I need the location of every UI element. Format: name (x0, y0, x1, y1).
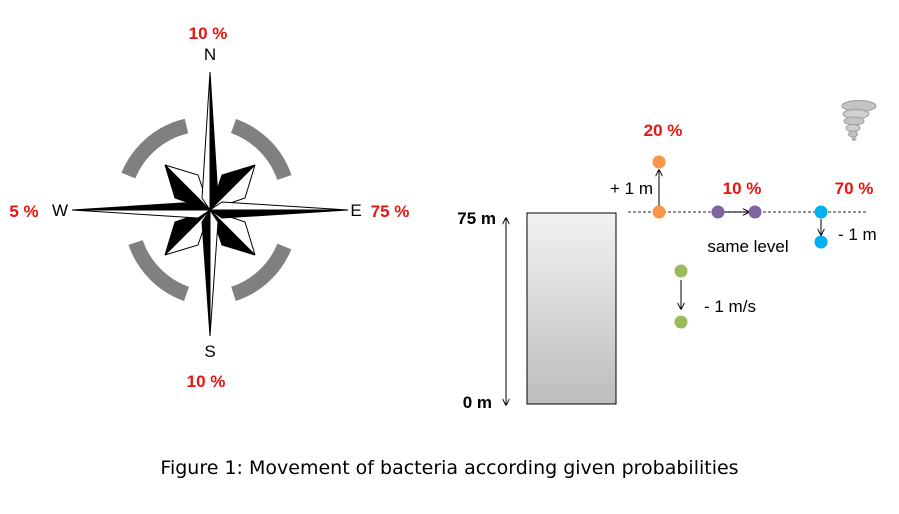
sinking-start-dot (674, 264, 688, 278)
up-target-dot (652, 155, 666, 169)
compass-letter-east: E (350, 201, 361, 220)
water-column-group: 75 m 0 m (457, 209, 617, 412)
down-label: - 1 m (838, 225, 877, 244)
same-level-label: same level (707, 237, 788, 256)
down-probability: 70 % (835, 179, 874, 198)
compass-ring (121, 118, 292, 302)
same-probability: 10 % (723, 179, 762, 198)
compass-letter-north: N (204, 45, 216, 64)
compass-letter-south: S (204, 342, 215, 361)
figure-caption: Figure 1: Movement of bacteria according… (160, 457, 739, 479)
up-probability: 20 % (644, 121, 683, 140)
tornado-icon (841, 100, 877, 141)
up-start-dot (652, 205, 666, 219)
same-target-dot (748, 205, 762, 219)
down-target-dot (814, 235, 828, 249)
up-label: + 1 m (610, 179, 653, 198)
sinking-target-dot (674, 315, 688, 329)
bottom-height-label: 0 m (463, 393, 492, 412)
same-start-dot (711, 205, 725, 219)
north-probability: 10 % (189, 24, 228, 43)
compass-rose: N E S W 10 % 75 % 10 % 5 % (9, 24, 409, 391)
top-height-label: 75 m (457, 209, 496, 228)
south-probability: 10 % (187, 372, 226, 391)
movement-options: 20 % + 1 m 10 % same level 70 % - 1 m - … (610, 121, 877, 329)
east-probability: 75 % (371, 202, 410, 221)
sinking-label: - 1 m/s (704, 297, 756, 316)
down-start-dot (814, 205, 828, 219)
compass-cardinal-points (71, 71, 349, 337)
west-probability: 5 % (9, 202, 38, 221)
water-column (526, 212, 617, 405)
compass-letter-west: W (52, 201, 68, 220)
